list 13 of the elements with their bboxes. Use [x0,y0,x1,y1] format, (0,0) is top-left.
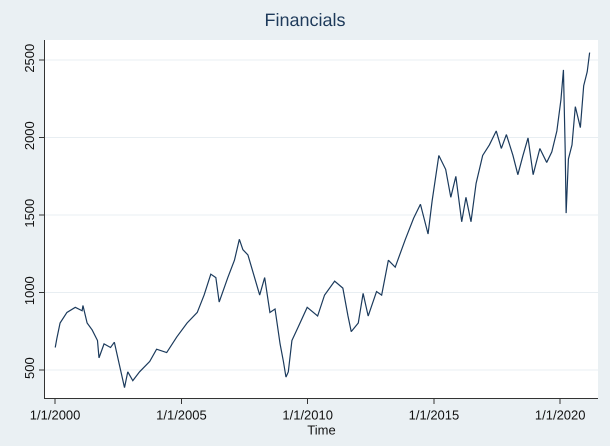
x-tick-label: 1/1/2020 [534,408,586,423]
x-tick-label: 1/1/2005 [156,408,207,423]
x-axis-title: Time [307,422,336,438]
x-tick-label: 1/1/2010 [282,408,333,423]
line-series [54,52,590,388]
y-tick-label: 1000 [22,276,37,306]
y-tick-label: 1500 [22,198,37,228]
y-tick-label: 2500 [22,44,37,73]
x-tick-label: 1/1/2000 [30,408,80,423]
chart-title: Financials [264,10,346,30]
y-tick-label: 500 [22,357,37,379]
x-tick-label: 1/1/2015 [408,408,460,423]
y-tick-label: 2000 [22,121,37,150]
